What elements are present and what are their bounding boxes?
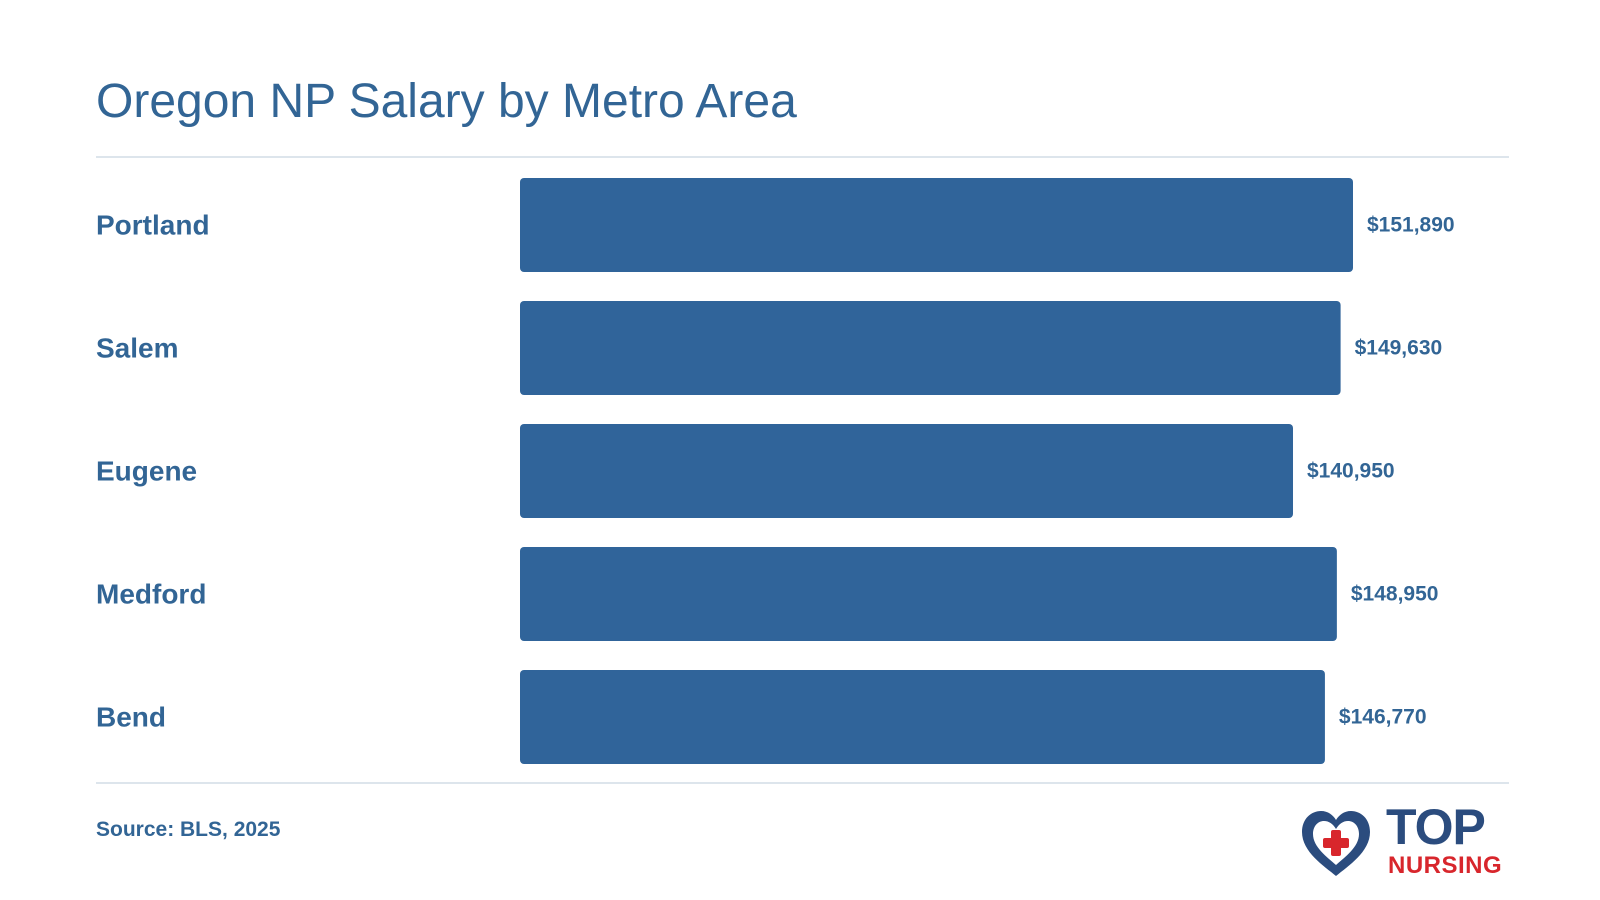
logo-wordmark-bottom: NURSING: [1388, 852, 1503, 879]
bars: [520, 178, 1353, 764]
category-label: Eugene: [96, 456, 197, 487]
value-label: $140,950: [1307, 460, 1395, 483]
bottom-divider: [96, 782, 1509, 784]
category-label: Salem: [96, 333, 179, 364]
bar: [520, 301, 1341, 395]
logo-wordmark-top: TOP: [1386, 799, 1486, 855]
category-label: Portland: [96, 210, 210, 241]
value-label: $149,630: [1355, 337, 1443, 360]
value-label: $148,950: [1351, 583, 1439, 606]
heart-cross-icon: [1302, 811, 1370, 876]
bar: [520, 670, 1325, 764]
bar: [520, 178, 1353, 272]
category-label: Bend: [96, 702, 166, 733]
top-divider: [96, 156, 1509, 158]
value-label: $146,770: [1339, 706, 1427, 729]
category-label: Medford: [96, 579, 206, 610]
source-note: Source: BLS, 2025: [96, 818, 281, 841]
bar: [520, 547, 1337, 641]
chart-title: Oregon NP Salary by Metro Area: [96, 75, 797, 128]
category-labels: Portland Salem Eugene Medford Bend: [96, 210, 210, 733]
value-label: $151,890: [1367, 214, 1455, 237]
value-labels: $151,890 $149,630 $140,950 $148,950 $146,770: [1307, 214, 1455, 729]
bar: [520, 424, 1294, 518]
top-nursing-logo: TOP NURSING: [1298, 802, 1512, 884]
